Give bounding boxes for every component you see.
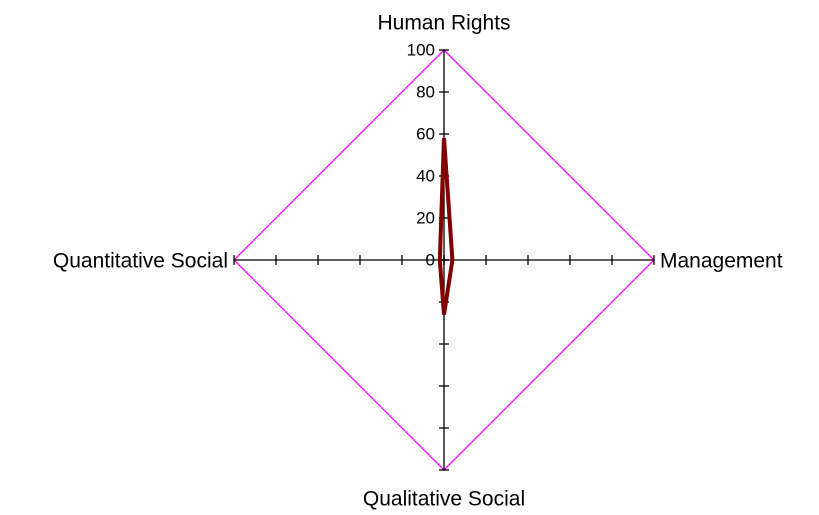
tick-label: 60	[416, 124, 435, 143]
category-label: Quantitative Social	[53, 250, 228, 273]
category-label: Human Rights	[377, 12, 510, 35]
tick-label: 80	[416, 82, 435, 101]
category-label: Management	[660, 250, 783, 273]
category-label: Qualitative Social	[363, 488, 525, 511]
tick-label: 40	[416, 166, 435, 185]
series-line	[437, 138, 455, 315]
tick-label: 20	[416, 208, 435, 227]
tick-label: 100	[407, 40, 435, 59]
